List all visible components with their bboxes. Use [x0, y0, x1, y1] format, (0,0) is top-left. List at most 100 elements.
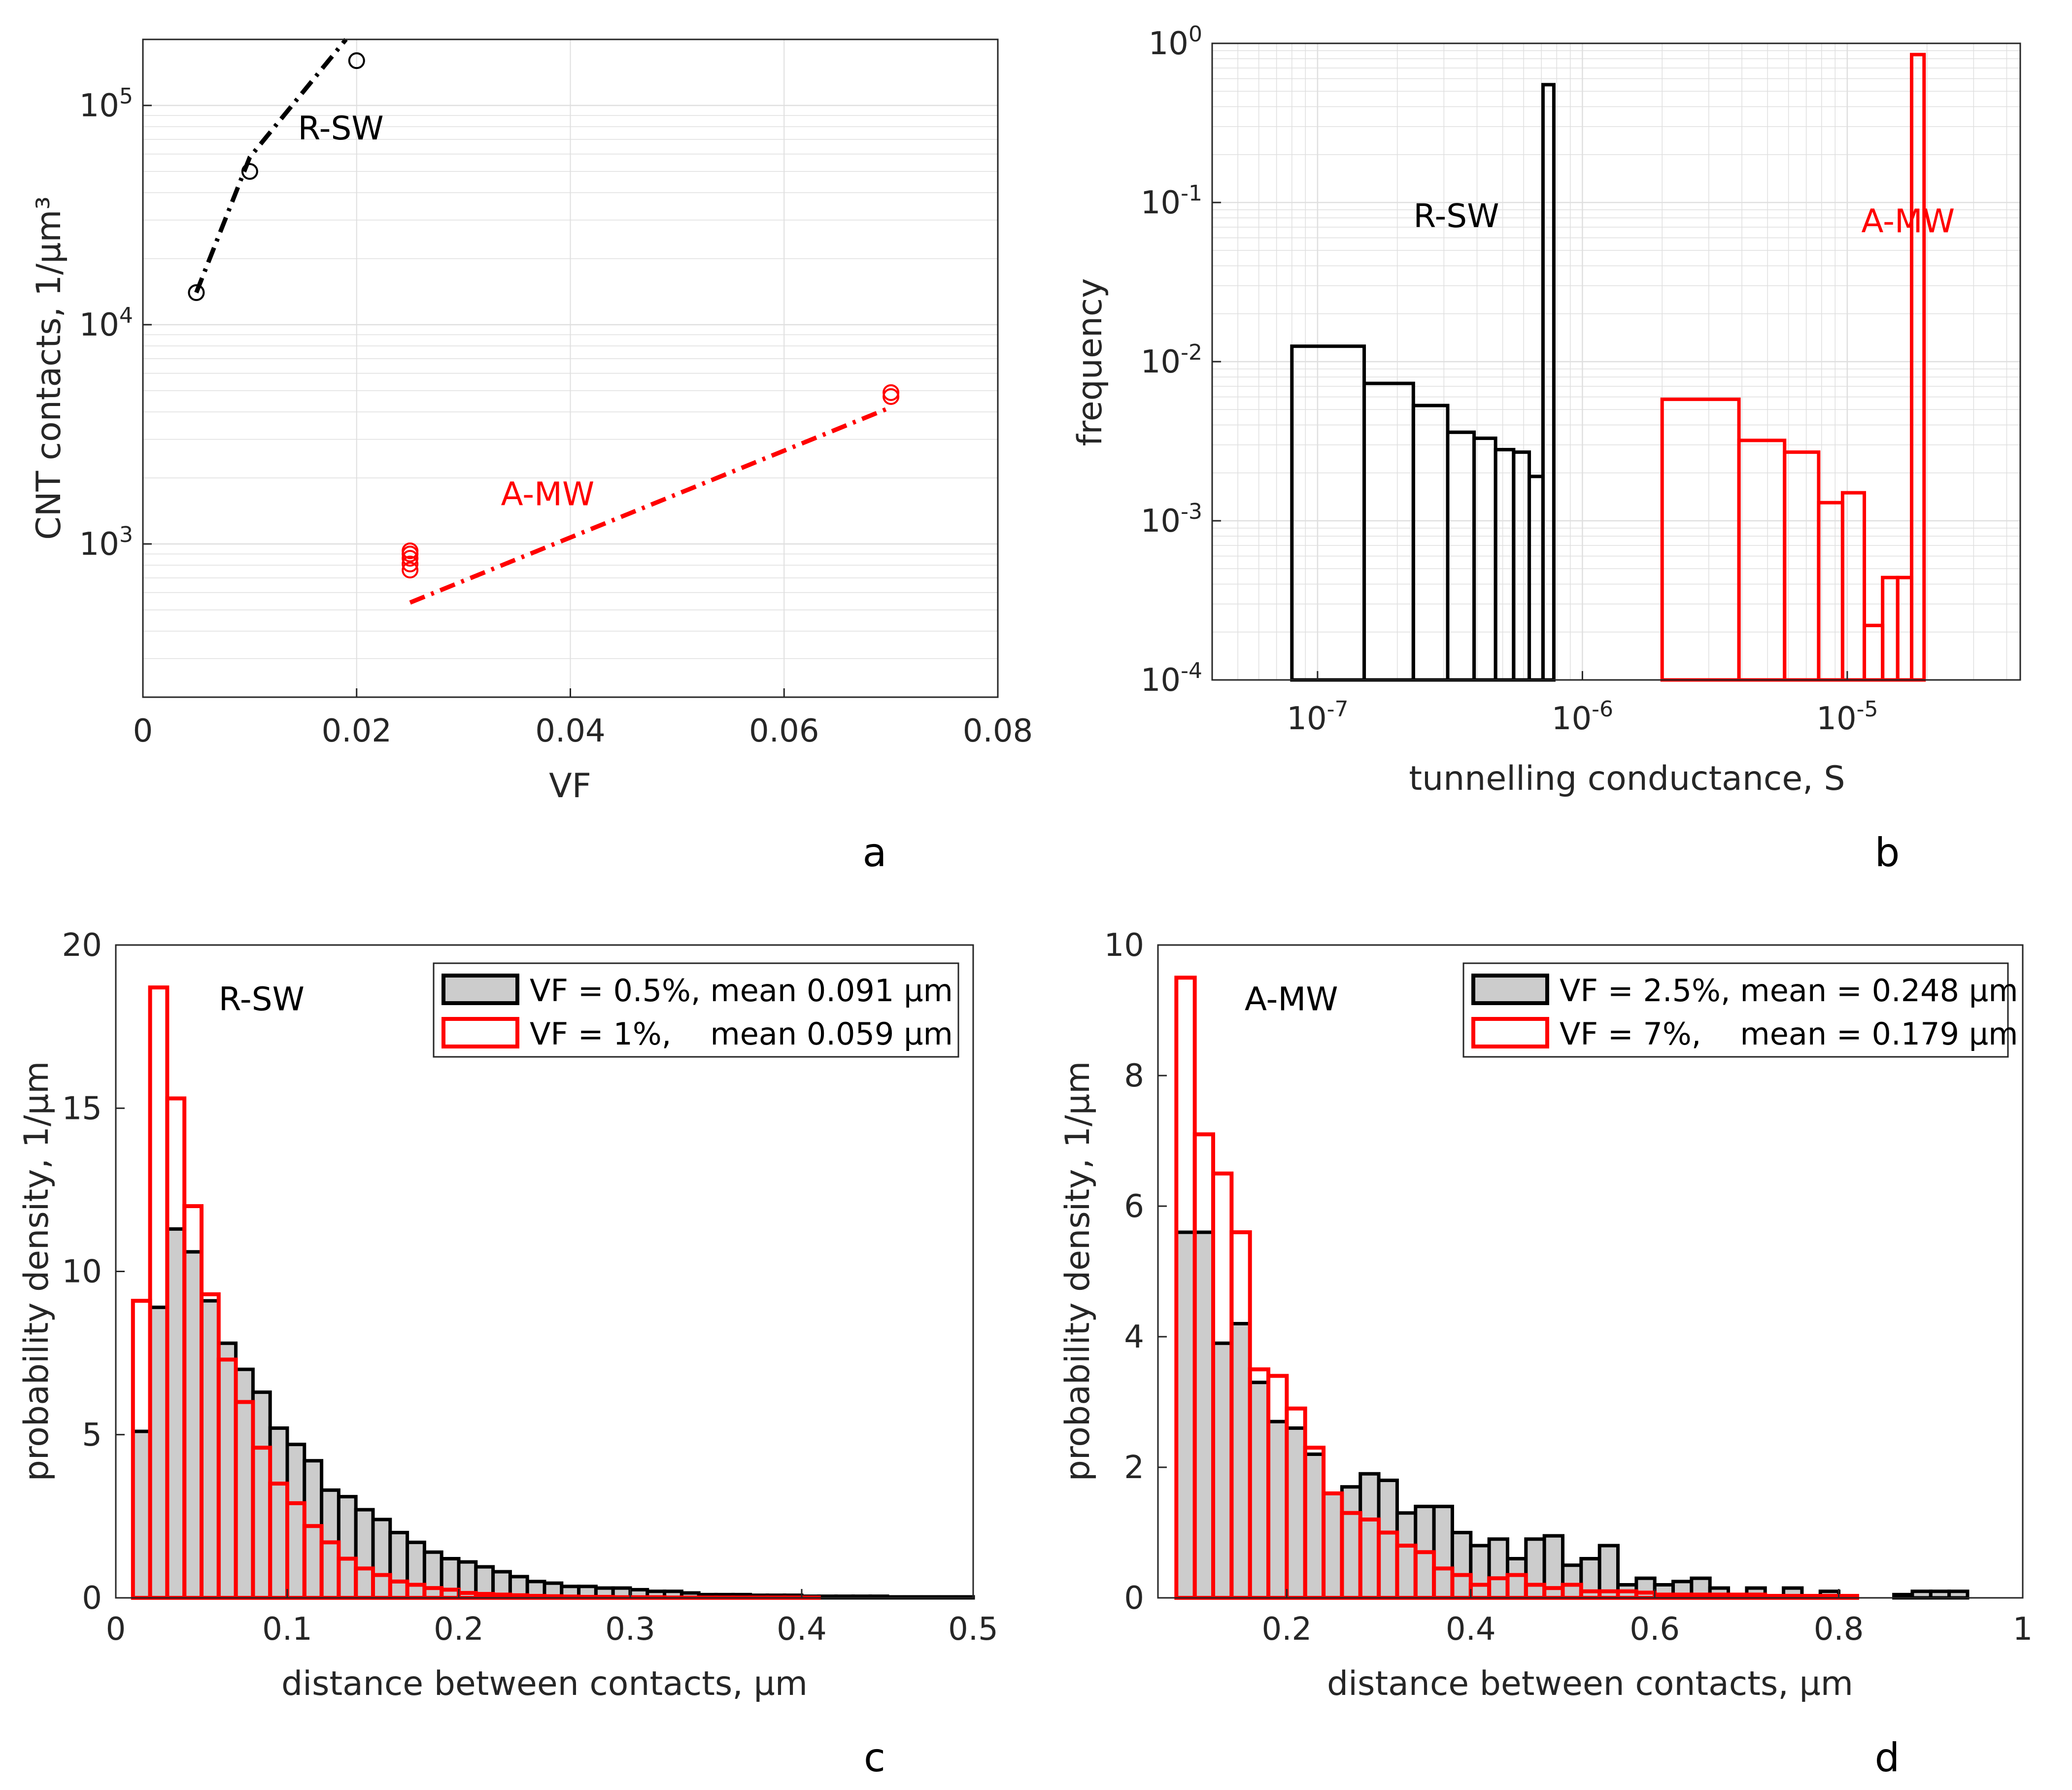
panel-c-marks: [131, 985, 975, 1600]
panel-c-ytick-label-1: 5: [82, 1417, 102, 1453]
panel-a-series-label-1: A-MW: [501, 475, 595, 513]
panel-b: R-SW A-MW 10-7 10-6 10-5 10-4 10-3 10-2 10-1 100…: [1071, 22, 2021, 876]
panel-d-legend-label-1: VF = 7%, mean = 0.179 µm: [1560, 1016, 2018, 1052]
panel-d-legend-swatch-0: [1471, 974, 1549, 1005]
panel-c-bar-0-10: [303, 1459, 324, 1600]
panel-d-ytick-label-1: 2: [1124, 1450, 1144, 1486]
panel-d-ytick-label-3: 6: [1124, 1188, 1144, 1225]
panel-c-bar-0-12: [337, 1495, 358, 1600]
panel-c-xlabel: distance between contacts, µm: [281, 1664, 808, 1703]
panel-a-letter: a: [862, 830, 886, 876]
panel-a-point-0-0: [188, 284, 205, 301]
panel-a-point-1-2: [402, 550, 419, 567]
panel-d-letter: d: [1875, 1735, 1900, 1781]
panel-a-point-1-1: [402, 555, 419, 573]
panel-d-ytick-label-0: 0: [1124, 1580, 1144, 1617]
panel-c-bar-0-2: [165, 1227, 186, 1600]
panel-d-bar-0-11: [1377, 1479, 1399, 1600]
panel-a-xtick-label-3: 0.06: [749, 713, 819, 749]
panel-c-xtick-label-4: 0.4: [777, 1611, 827, 1648]
panel-c-legend-swatch-0: [442, 974, 519, 1005]
panel-d-bar-0-0: [1174, 1230, 1197, 1600]
panel-b-ytick-label-3: 10-1: [1141, 181, 1202, 221]
panel-d-xtick-label-4: 1: [2013, 1611, 2033, 1648]
panel-c-ylabel: probability density, 1/µm: [17, 1061, 56, 1482]
panel-d-bar-0-10: [1359, 1472, 1381, 1600]
panel-d-bar-0-17: [1487, 1537, 1509, 1600]
panel-a-point-1-5: [883, 388, 900, 405]
panel-a-ticks: 0 0.02 0.04 0.06 0.08 103 104 105: [79, 84, 1033, 749]
panel-d-legend-swatch-1: [1471, 1017, 1549, 1048]
panel-a-ytick-label-0: 103: [79, 522, 133, 563]
panel-d-bar-0-40: [1910, 1589, 1933, 1600]
panel-c-bar-0-16: [406, 1540, 426, 1600]
panel-d-xtick-label-1: 0.4: [1446, 1611, 1496, 1648]
panel-b-xtick-label-2: 10-5: [1816, 697, 1878, 737]
panel-c-legend-label-1: VF = 1%, mean 0.059 µm: [530, 1016, 953, 1052]
panel-c-ytick-label-2: 10: [62, 1254, 102, 1290]
panel-c-bar-0-13: [354, 1508, 375, 1600]
panel-d-axes-box: [1157, 944, 2024, 1599]
panel-c-xtick-label-2: 0.2: [434, 1611, 484, 1648]
panel-d-xlabel: distance between contacts, µm: [1327, 1664, 1853, 1703]
panel-c-letter: c: [864, 1735, 885, 1781]
panel-d-bar-0-21: [1561, 1563, 1583, 1600]
panel-c-legend-swatch-1: [442, 1017, 519, 1048]
panel-c-bar-0-7: [251, 1390, 272, 1600]
panel-b-xtick-label-0: 10-7: [1287, 697, 1348, 737]
panel-d-bar-0-2: [1211, 1341, 1233, 1600]
panel-a-xtick-label-2: 0.04: [535, 713, 606, 749]
panel-d-bar-0-3: [1229, 1322, 1252, 1600]
panel-a-ylabel: CNT contacts, 1/µm³: [30, 196, 68, 540]
panel-a-point-1-6: [883, 384, 900, 401]
panel-a: R-SW A-MW 0 0.02 0.04 0.06 0.08 103 104 105 VF C…: [30, 38, 1033, 876]
panel-a-point-0-2: [348, 52, 365, 69]
panel-d-bar-0-12: [1395, 1511, 1418, 1600]
panel-c-xtick-label-1: 0.1: [262, 1611, 312, 1648]
panel-d-bar-0-8: [1322, 1491, 1344, 1600]
panel-d-legend-box: [1462, 962, 2009, 1058]
panel-b-ytick-label-2: 10-2: [1141, 340, 1202, 380]
panel-b-ylabel: frequency: [1071, 278, 1110, 446]
panel-c-bar-0-18: [440, 1557, 461, 1600]
panel-c-bar-0-9: [285, 1443, 306, 1600]
panel-d-bar-0-9: [1340, 1485, 1362, 1600]
panel-c-bar-0-4: [200, 1299, 221, 1600]
panel-c-bar-0-5: [217, 1341, 238, 1600]
panel-d-ytick-label-2: 4: [1124, 1319, 1144, 1355]
panel-c-xtick-label-5: 0.5: [948, 1611, 998, 1648]
panel-c-bar-0-15: [388, 1531, 409, 1600]
panel-b-series-label-0: R-SW: [1413, 197, 1499, 235]
panel-b-ytick-label-1: 10-3: [1141, 499, 1202, 540]
panel-b-xlabel: tunnelling conductance, S: [1409, 759, 1845, 798]
panel-c-ytick-label-4: 20: [62, 927, 102, 964]
panel-d-bar-0-4: [1248, 1381, 1270, 1600]
panel-c-bar-0-14: [371, 1518, 392, 1600]
panel-d-legend-label-0: VF = 2.5%, mean = 0.248 µm: [1560, 973, 2018, 1009]
panel-b-letter: b: [1875, 830, 1900, 876]
panel-a-xtick-label-4: 0.08: [963, 713, 1033, 749]
panel-b-series-label-1: A-MW: [1861, 202, 1955, 240]
panel-a-ytick-label-2: 105: [79, 84, 133, 124]
panel-c-bar-0-0: [131, 1429, 152, 1600]
panel-a-series-label-0: R-SW: [298, 109, 383, 147]
panel-a-marks: R-SW A-MW: [188, 38, 900, 605]
panel-d-bar-0-7: [1303, 1452, 1325, 1600]
panel-d-bar-0-25: [1634, 1576, 1657, 1600]
panel-d-ylabel: probability density, 1/µm: [1058, 1061, 1097, 1482]
panel-c-bar-0-17: [422, 1550, 443, 1600]
panel-a-point-1-4: [402, 542, 419, 559]
panel-d-bar-0-19: [1524, 1537, 1546, 1600]
panel-d-bar-0-5: [1266, 1419, 1289, 1600]
panel-a-fit-1: [409, 405, 892, 605]
panel-c-legend-label-0: VF = 0.5%, mean 0.091 µm: [530, 973, 953, 1009]
panel-c-bar-0-1: [148, 1305, 169, 1600]
panel-d-xtick-label-3: 0.8: [1814, 1611, 1864, 1648]
panel-a-point-1-0: [402, 561, 419, 578]
panel-c-annotation: R-SW: [219, 980, 305, 1018]
panel-b-ytick-label-0: 10-4: [1141, 658, 1202, 699]
